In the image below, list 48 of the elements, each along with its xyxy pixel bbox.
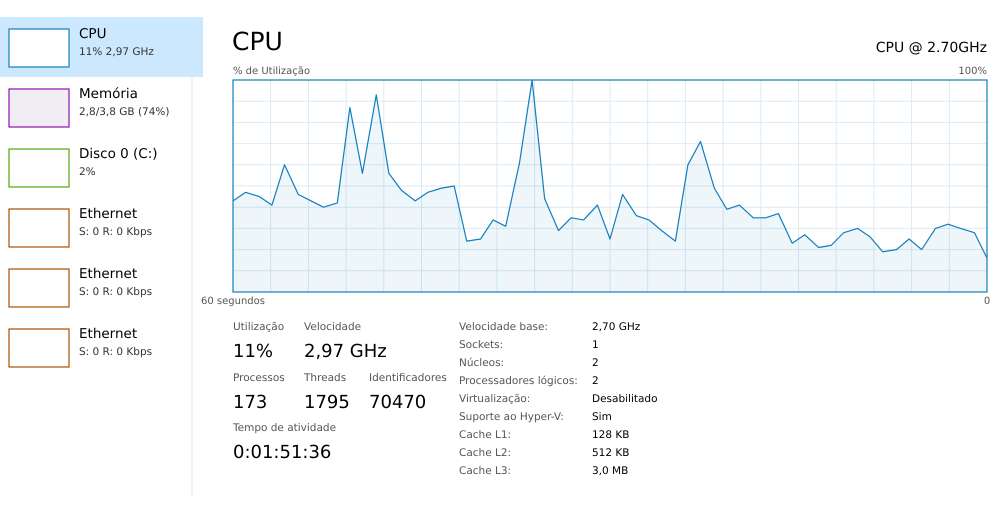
text: 2	[592, 375, 599, 387]
chart-title: CPU	[232, 27, 283, 56]
text: CPU	[79, 26, 106, 42]
text: 2%	[79, 166, 96, 178]
text: 2,97 GHz	[304, 341, 387, 362]
text: Disco 0 (C:)	[79, 146, 158, 162]
text: Cache L1:	[459, 429, 512, 441]
text: Velocidade	[304, 321, 362, 333]
chart-subtitle: CPU @ 2.70GHz	[876, 40, 987, 56]
text: Processos	[233, 372, 285, 384]
text: Suporte ao Hyper-V:	[459, 411, 564, 423]
text: 3,0 MB	[592, 465, 628, 477]
text: Ethernet	[79, 206, 138, 222]
text: Cache L2:	[459, 447, 512, 459]
text: S: 0 R: 0 Kbps	[79, 286, 152, 298]
x-tick-label: 0	[984, 296, 990, 308]
text: 2,70 GHz	[592, 321, 641, 333]
x-tick-label: 60 segundos	[201, 296, 265, 308]
text: Memória	[79, 86, 138, 102]
text: 1795	[304, 392, 350, 413]
text: Velocidade base:	[459, 321, 548, 333]
text: Tempo de atividade	[232, 422, 336, 434]
text: Identificadores	[369, 372, 447, 384]
text: 0:01:51:36	[233, 442, 332, 463]
text: Desabilitado	[592, 393, 658, 405]
text: 512 KB	[592, 447, 630, 459]
text: 128 KB	[592, 429, 630, 441]
text: Virtualização:	[459, 393, 530, 405]
text: S: 0 R: 0 Kbps	[79, 346, 152, 358]
text: Utilização	[233, 321, 284, 333]
text: Cache L3:	[459, 465, 512, 477]
text: Sim	[592, 411, 612, 423]
text: Threads	[303, 372, 346, 384]
text: Sockets:	[459, 339, 504, 351]
text: Ethernet	[79, 266, 138, 282]
text: 1	[592, 339, 599, 351]
text: 2	[592, 357, 599, 369]
text: 2,8/3,8 GB (74%)	[79, 106, 170, 118]
text: 11%	[233, 341, 274, 362]
text: 100%	[958, 66, 987, 77]
text: Processadores lógicos:	[459, 375, 578, 387]
text: 70470	[369, 392, 426, 413]
text: Núcleos:	[459, 357, 504, 369]
text: Ethernet	[79, 326, 138, 342]
y-axis-title: % de Utilização	[233, 66, 310, 77]
text: 173	[233, 392, 268, 413]
text: 11% 2,97 GHz	[79, 46, 154, 58]
text: S: 0 R: 0 Kbps	[79, 226, 152, 238]
